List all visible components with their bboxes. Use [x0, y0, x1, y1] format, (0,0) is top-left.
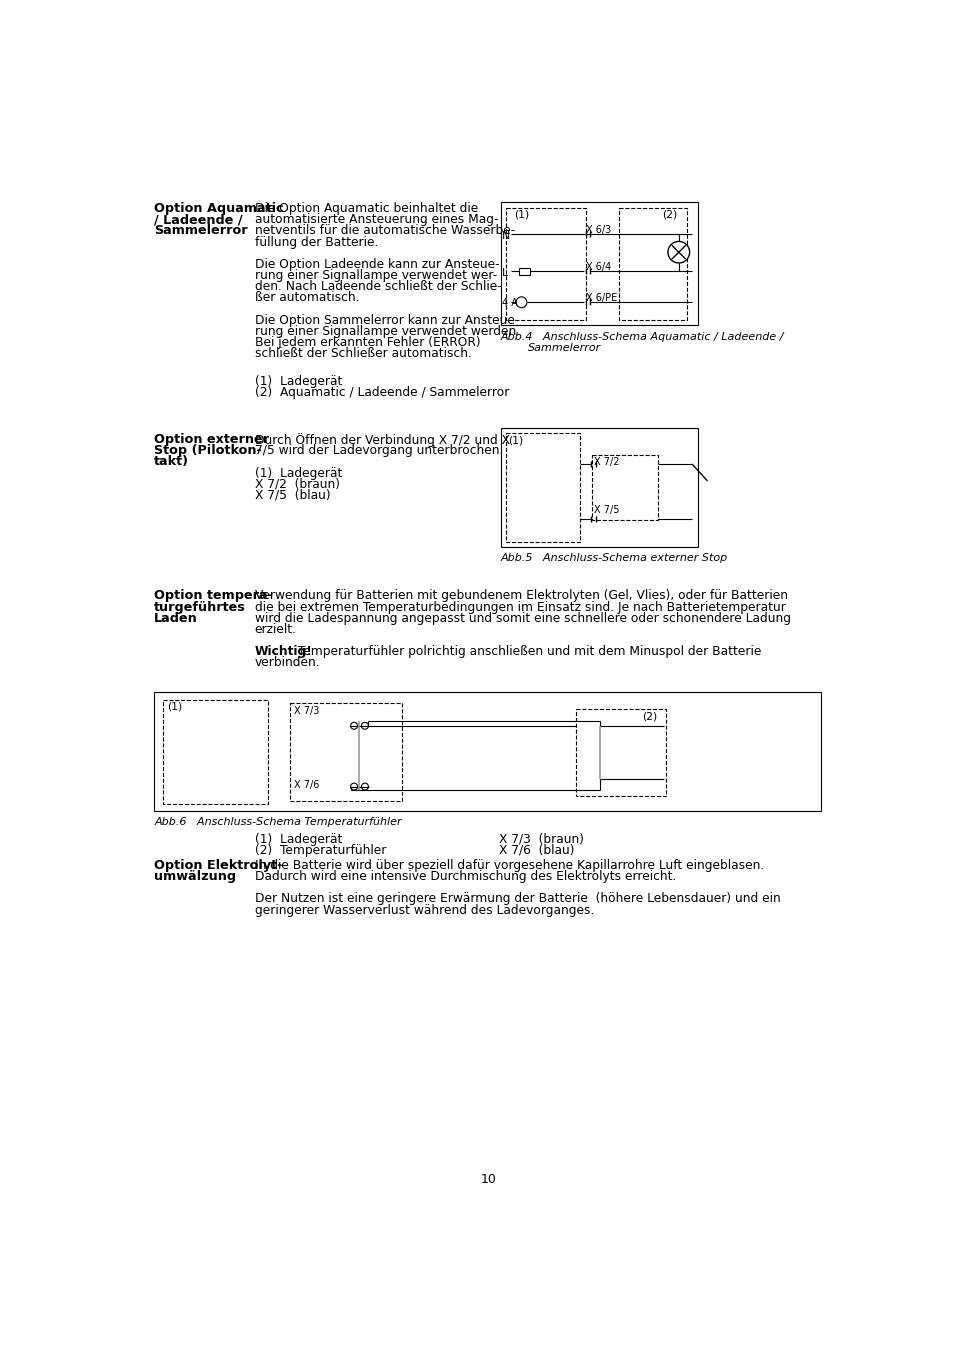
- Text: Bei jedem erkannten Fehler (ERROR): Bei jedem erkannten Fehler (ERROR): [254, 336, 480, 349]
- Text: Verwendung für Batterien mit gebundenem Elektrolyten (Gel, Vlies), oder für Batt: Verwendung für Batterien mit gebundenem …: [254, 589, 787, 603]
- Text: Sammelerror: Sammelerror: [527, 343, 600, 353]
- Text: die bei extremen Temperaturbedingungen im Einsatz sind. Je nach Batterietemperat: die bei extremen Temperaturbedingungen i…: [254, 601, 785, 613]
- Text: füllung der Batterie.: füllung der Batterie.: [254, 235, 377, 249]
- Text: Option externer: Option externer: [154, 434, 269, 446]
- Text: Laden: Laden: [154, 612, 197, 624]
- Text: X 7/2  (braun): X 7/2 (braun): [254, 478, 339, 490]
- Text: X 7/2: X 7/2: [593, 457, 618, 467]
- Text: wird die Ladespannung angepasst und somit eine schnellere oder schonendere Ladun: wird die Ladespannung angepasst und somi…: [254, 612, 790, 624]
- Text: rung einer Signallampe verwendet werden.: rung einer Signallampe verwendet werden.: [254, 326, 519, 338]
- Text: In die Batterie wird über speziell dafür vorgesehene Kapillarrohre Luft eingebla: In die Batterie wird über speziell dafür…: [254, 859, 763, 871]
- Text: X 6/3: X 6/3: [585, 226, 611, 235]
- Text: (2): (2): [641, 711, 657, 721]
- Text: X 7/3: X 7/3: [294, 705, 318, 716]
- Text: ßer automatisch.: ßer automatisch.: [254, 292, 359, 304]
- Circle shape: [361, 723, 368, 730]
- Text: X 7/3  (braun): X 7/3 (braun): [498, 832, 583, 846]
- Text: X 7/5  (blau): X 7/5 (blau): [254, 489, 330, 503]
- Text: (1): (1): [513, 209, 528, 220]
- Text: Die Option Aquamatic beinhaltet die: Die Option Aquamatic beinhaltet die: [254, 203, 477, 215]
- Text: Wichtig!: Wichtig!: [254, 646, 313, 658]
- Text: 4 A: 4 A: [501, 299, 517, 308]
- Text: X 6/PE: X 6/PE: [585, 293, 617, 303]
- Text: umwälzung: umwälzung: [154, 870, 236, 884]
- Circle shape: [667, 242, 689, 263]
- Text: Abb.4   Anschluss-Schema Aquamatic / Ladeende /: Abb.4 Anschluss-Schema Aquamatic / Ladee…: [500, 331, 783, 342]
- Text: 7/5 wird der Ladevorgang unterbrochen.: 7/5 wird der Ladevorgang unterbrochen.: [254, 444, 503, 458]
- Circle shape: [350, 723, 357, 730]
- Circle shape: [516, 297, 526, 308]
- Text: (1)  Ladegerät: (1) Ladegerät: [254, 376, 342, 388]
- Text: (1)  Ladegerät: (1) Ladegerät: [254, 832, 342, 846]
- Text: Sammelerror: Sammelerror: [154, 224, 248, 238]
- Text: Stop (Pilotkon-: Stop (Pilotkon-: [154, 444, 262, 458]
- Text: / Ladeende /: / Ladeende /: [154, 213, 242, 227]
- Text: Der Nutzen ist eine geringere Erwärmung der Batterie  (höhere Lebensdauer) und e: Der Nutzen ist eine geringere Erwärmung …: [254, 893, 780, 905]
- Text: (1): (1): [508, 435, 523, 446]
- Text: N: N: [501, 231, 510, 240]
- Text: Dadurch wird eine intensive Durchmischung des Elektrolyts erreicht.: Dadurch wird eine intensive Durchmischun…: [254, 870, 676, 884]
- Text: X 7/5: X 7/5: [593, 505, 618, 515]
- Text: automatisierte Ansteuerung eines Mag-: automatisierte Ansteuerung eines Mag-: [254, 213, 497, 227]
- Text: Option Elektrolyt-: Option Elektrolyt-: [154, 859, 282, 871]
- Text: erzielt.: erzielt.: [254, 623, 296, 636]
- Text: Temperaturfühler polrichtig anschließen und mit dem Minuspol der Batterie: Temperaturfühler polrichtig anschließen …: [294, 646, 760, 658]
- Text: L: L: [501, 267, 508, 277]
- Text: rung einer Signallampe verwendet wer-: rung einer Signallampe verwendet wer-: [254, 269, 497, 282]
- Text: schließt der Schließer automatisch.: schließt der Schließer automatisch.: [254, 347, 471, 361]
- Text: (1): (1): [167, 703, 182, 712]
- Circle shape: [350, 784, 357, 790]
- Text: (2): (2): [661, 209, 677, 220]
- Text: Option tempera-: Option tempera-: [154, 589, 273, 603]
- Text: 10: 10: [480, 1173, 497, 1186]
- Text: (2)  Temperaturfühler: (2) Temperaturfühler: [254, 844, 386, 857]
- Text: X 7/6  (blau): X 7/6 (blau): [498, 844, 574, 857]
- Text: verbinden.: verbinden.: [254, 657, 320, 670]
- Text: (1)  Ladegerät: (1) Ladegerät: [254, 466, 342, 480]
- Text: turgeführtes: turgeführtes: [154, 601, 246, 613]
- Text: Option Aquamatic: Option Aquamatic: [154, 203, 283, 215]
- Text: geringerer Wasserverlust während des Ladevorganges.: geringerer Wasserverlust während des Lad…: [254, 904, 594, 916]
- Text: Durch Öffnen der Verbindung X 7/2 und X: Durch Öffnen der Verbindung X 7/2 und X: [254, 434, 509, 447]
- Circle shape: [361, 784, 368, 790]
- Text: Abb.5   Anschluss-Schema externer Stop: Abb.5 Anschluss-Schema externer Stop: [500, 554, 727, 563]
- Text: X 7/6: X 7/6: [294, 780, 318, 790]
- Text: (2)  Aquamatic / Ladeende / Sammelerror: (2) Aquamatic / Ladeende / Sammelerror: [254, 386, 509, 400]
- Text: Die Option Ladeende kann zur Ansteue-: Die Option Ladeende kann zur Ansteue-: [254, 258, 499, 272]
- Text: Abb.6   Anschluss-Schema Temperaturfühler: Abb.6 Anschluss-Schema Temperaturfühler: [154, 817, 401, 827]
- Text: den. Nach Ladeende schließt der Schlie-: den. Nach Ladeende schließt der Schlie-: [254, 280, 501, 293]
- Text: netventils für die automatische Wasserbe-: netventils für die automatische Wasserbe…: [254, 224, 515, 238]
- Text: Die Option Sammelerror kann zur Ansteue-: Die Option Sammelerror kann zur Ansteue-: [254, 313, 518, 327]
- Text: takt): takt): [154, 455, 189, 469]
- Text: X 6/4: X 6/4: [585, 262, 611, 272]
